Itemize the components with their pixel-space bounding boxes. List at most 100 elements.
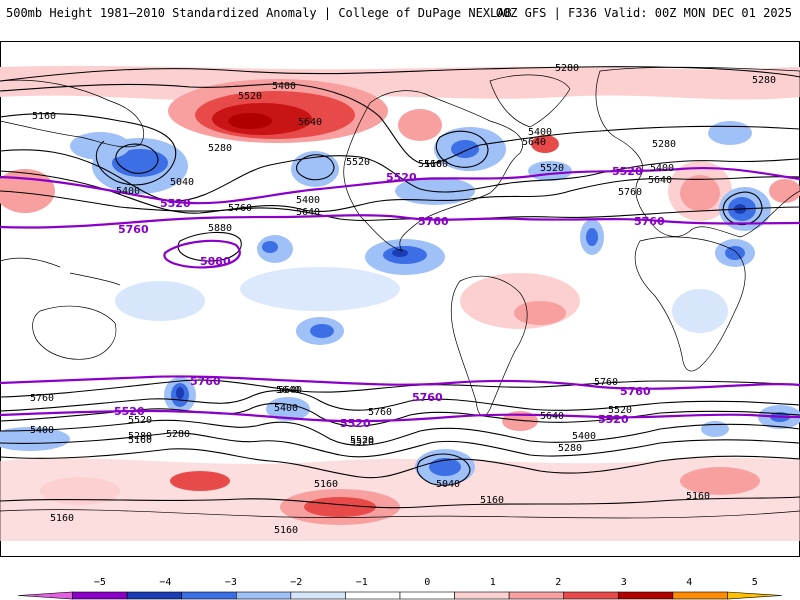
coastlines bbox=[0, 66, 800, 519]
contour-5520-south bbox=[0, 402, 800, 427]
highlight-5880-closed bbox=[163, 239, 241, 269]
contour-5520-north bbox=[0, 149, 800, 202]
coast-antarctica bbox=[0, 509, 800, 519]
contour-5640-north bbox=[0, 170, 800, 214]
color-scale-segment bbox=[727, 591, 783, 600]
contour-label: 5160 bbox=[32, 111, 56, 122]
coast-north-america bbox=[343, 90, 523, 252]
coast-greenland bbox=[489, 74, 571, 128]
contour-label: 5760 bbox=[30, 393, 54, 404]
color-scale-segment bbox=[17, 591, 73, 600]
color-scale-segment bbox=[454, 591, 510, 600]
color-scale-segment bbox=[345, 591, 401, 600]
highlight-label: 5760 bbox=[118, 223, 149, 236]
color-scale-tick-label: −4 bbox=[159, 577, 171, 588]
contour-label: 5760 bbox=[368, 407, 392, 418]
color-scale-tick-label: 5 bbox=[752, 577, 758, 588]
color-scale-tick-label: 1 bbox=[490, 577, 496, 588]
color-scale-segment bbox=[126, 591, 183, 600]
contour-label: 5160 bbox=[274, 525, 298, 536]
contour-5280-north bbox=[0, 66, 800, 82]
contour-label: 5280 bbox=[128, 431, 152, 442]
color-scale-tick-label: 0 bbox=[424, 577, 430, 588]
contour-label: 5160 bbox=[50, 513, 74, 524]
contour-label: 5880 bbox=[208, 223, 232, 234]
color-scale-segment bbox=[563, 591, 619, 600]
contour-label: 5640 bbox=[648, 175, 672, 186]
highlight-5520-south bbox=[0, 409, 800, 423]
color-scale-segment bbox=[508, 591, 565, 600]
contour-5760-north bbox=[0, 190, 800, 221]
contour-label: 5280 bbox=[555, 63, 579, 74]
contour-5160-antarctic bbox=[0, 496, 800, 509]
contour-label: 5280 bbox=[558, 443, 582, 454]
anomaly-map: 5280 5400 5520 5640 5160 5280 5640 5520 … bbox=[0, 41, 800, 557]
highlight-contours bbox=[0, 166, 800, 423]
contour-label: 5160 bbox=[686, 491, 710, 502]
chart-title: 500mb Height 1981–2010 Standardized Anom… bbox=[6, 6, 512, 20]
contour-label: 5040 bbox=[436, 479, 460, 490]
contour-5400-north bbox=[0, 83, 800, 165]
contour-label: 5520 bbox=[350, 435, 374, 446]
contour-label: 5640 bbox=[276, 385, 300, 396]
highlight-label: 5760 bbox=[418, 215, 449, 228]
coast-australia bbox=[32, 305, 117, 360]
contour-label: 5040 bbox=[170, 177, 194, 188]
contour-label: 5640 bbox=[278, 385, 302, 396]
contour-label: 5400 bbox=[572, 431, 596, 442]
contour-5160-south bbox=[0, 448, 800, 479]
contour-label: 5160 bbox=[314, 479, 338, 490]
contour-5400-south bbox=[0, 419, 800, 446]
contour-label: 5400 bbox=[274, 403, 298, 414]
contour-label: 5160 bbox=[418, 159, 442, 170]
highlight-label: 5760 bbox=[412, 391, 443, 404]
color-scale-segment bbox=[617, 591, 674, 600]
contour-label: 5640 bbox=[522, 137, 546, 148]
positive-center-north-america bbox=[398, 109, 442, 141]
contour-5280-south bbox=[0, 432, 800, 458]
color-scale-segment bbox=[290, 591, 346, 600]
contour-label: 5520 bbox=[128, 415, 152, 426]
highlight-label: 5760 bbox=[634, 215, 665, 228]
contour-label: 5280 bbox=[652, 139, 676, 150]
highlight-5760-south bbox=[0, 375, 800, 390]
highlight-label: 5760 bbox=[190, 375, 221, 388]
contour-label: 5400 bbox=[272, 81, 296, 92]
highlight-label: 5520 bbox=[386, 171, 417, 184]
contour-label: 5760 bbox=[228, 203, 252, 214]
color-scale-tick-label: 4 bbox=[686, 577, 692, 588]
color-scale-ticks: −5 −4 −3 −2 −1 0 1 2 3 4 5 bbox=[94, 577, 758, 588]
contour-label: 5520 bbox=[540, 163, 564, 174]
positive-band-south bbox=[0, 457, 800, 541]
contour-5880-closed bbox=[177, 231, 242, 262]
contour-label: 5280 bbox=[166, 429, 190, 440]
color-scale-tick-label: −5 bbox=[94, 577, 106, 588]
contour-labels: 5280 5400 5520 5640 5160 5280 5640 5520 … bbox=[30, 63, 776, 536]
highlight-5520-north bbox=[0, 166, 800, 205]
color-scale-segment bbox=[672, 591, 728, 600]
highlight-label: 5520 bbox=[160, 197, 191, 210]
highlight-label: 5520 bbox=[340, 417, 371, 430]
coast-indonesia bbox=[0, 257, 121, 286]
contour-label: 5640 bbox=[540, 411, 564, 422]
contour-5160-aleutian bbox=[0, 112, 177, 186]
color-scale-tick-label: 2 bbox=[555, 577, 561, 588]
coast-eurasia bbox=[595, 66, 800, 238]
contour-label: 5400 bbox=[296, 195, 320, 206]
color-scale-segment bbox=[181, 591, 237, 600]
contour-label: 5160 bbox=[480, 495, 504, 506]
coast-south-america bbox=[450, 275, 528, 417]
contour-label: 5280 bbox=[208, 143, 232, 154]
contour-5040-pacific bbox=[115, 143, 159, 174]
highlight-label: 5520 bbox=[598, 413, 629, 426]
contour-label: 5520 bbox=[608, 405, 632, 416]
color-scale-bar: −5 −4 −3 −2 −1 0 1 2 3 4 5 bbox=[17, 577, 783, 600]
contour-label: 5400 bbox=[650, 163, 674, 174]
positive-band-north bbox=[0, 65, 800, 102]
highlight-labels: 5520 5760 5880 5520 5760 5520 5760 5760 … bbox=[114, 165, 665, 430]
contour-5040-closed bbox=[416, 453, 471, 486]
color-scale-segment bbox=[72, 591, 128, 600]
contour-label: 5640 bbox=[298, 117, 322, 128]
contour-label: 5520 bbox=[350, 437, 374, 448]
color-scale-tick-label: −2 bbox=[290, 577, 302, 588]
